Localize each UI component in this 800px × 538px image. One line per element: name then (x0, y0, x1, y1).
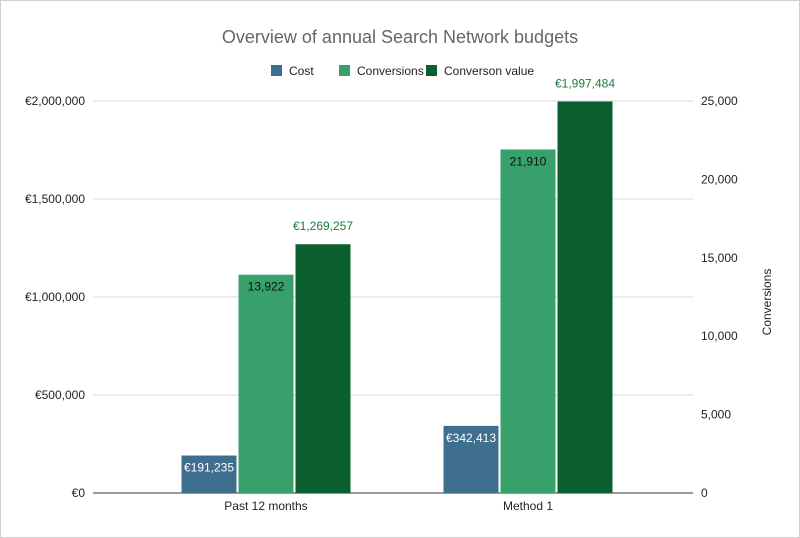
category-label: Method 1 (503, 499, 553, 513)
bar-conversions (238, 274, 294, 493)
bar-cost (181, 455, 237, 493)
legend-label: Converson value (444, 64, 534, 78)
left-tick-label: €0 (72, 486, 86, 500)
bars (181, 101, 613, 493)
data-label: €1,997,484 (555, 76, 615, 90)
data-label: €342,413 (446, 431, 496, 445)
data-label: €1,269,257 (293, 219, 353, 233)
left-tick-label: €1,000,000 (25, 290, 85, 304)
right-tick-label: 15,000 (701, 251, 738, 265)
right-tick-label: 0 (701, 486, 708, 500)
legend: Cost Conversions Converson value (271, 64, 534, 78)
bar-cost (443, 425, 499, 493)
legend-swatch (426, 65, 437, 76)
right-axis-title: Conversions (760, 269, 774, 336)
right-tick-label: 25,000 (701, 94, 738, 108)
right-tick-label: 20,000 (701, 172, 738, 186)
data-label: 21,910 (510, 154, 547, 168)
bar-labels: €191,235 13,922 €1,269,257 €342,413 21,910 €1… (184, 76, 615, 474)
data-label: €191,235 (184, 461, 234, 475)
bar-conversion-value (557, 101, 613, 493)
category-label: Past 12 months (224, 499, 307, 513)
left-tick-label: €500,000 (35, 388, 85, 402)
legend-label: Conversions (357, 64, 424, 78)
right-tick-label: 5,000 (701, 408, 731, 422)
chart-title: Overview of annual Search Network budget… (222, 27, 578, 47)
left-tick-label: €2,000,000 (25, 94, 85, 108)
bar-conversion-value (295, 244, 351, 493)
bar-conversions (500, 149, 556, 493)
left-axis-ticks: €0 €500,000 €1,000,000 €1,500,000 €2,000,000 (25, 94, 85, 500)
left-tick-label: €1,500,000 (25, 192, 85, 206)
legend-swatch (339, 65, 350, 76)
legend-swatch (271, 65, 282, 76)
right-tick-label: 10,000 (701, 329, 738, 343)
legend-label: Cost (289, 64, 314, 78)
data-label: 13,922 (248, 280, 285, 294)
right-axis-ticks: 0 5,000 10,000 15,000 20,000 25,000 (701, 94, 738, 500)
category-labels: Past 12 months Method 1 (224, 499, 553, 513)
